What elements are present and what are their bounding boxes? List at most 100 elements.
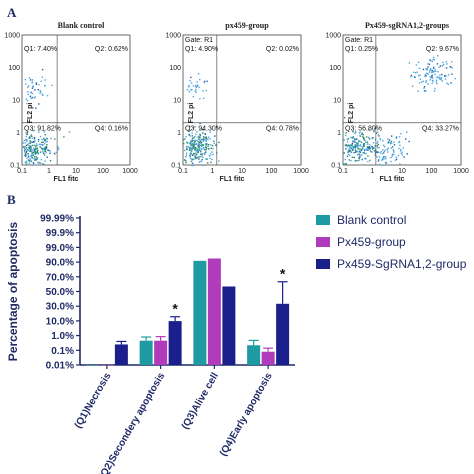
flow-dot bbox=[29, 158, 31, 160]
flow-dot bbox=[203, 148, 205, 151]
flow-dot bbox=[30, 97, 32, 100]
x-axis-label: FL1 fitc bbox=[54, 176, 79, 183]
flow-dot bbox=[25, 140, 28, 142]
flow-dot bbox=[34, 152, 37, 154]
flow-dot bbox=[353, 141, 356, 143]
flow-dot bbox=[187, 145, 189, 148]
flow-dot bbox=[43, 137, 46, 140]
flow-dot bbox=[28, 160, 31, 163]
quadrant-label-q2: Q2: 9.67% bbox=[426, 46, 459, 53]
flow-dot bbox=[441, 64, 444, 67]
flow-dot bbox=[451, 67, 453, 69]
y-tick-label: 10 bbox=[173, 98, 181, 105]
flow-dot bbox=[195, 133, 197, 135]
bar-2-2 bbox=[154, 340, 168, 365]
flow-dot bbox=[26, 133, 28, 136]
flow-dot bbox=[367, 155, 369, 157]
flow-dot bbox=[379, 163, 381, 166]
flow-dot bbox=[360, 154, 363, 156]
flow-dot bbox=[363, 151, 366, 153]
flow-dot bbox=[376, 156, 378, 158]
flow-dot bbox=[416, 71, 418, 73]
flow-dot bbox=[371, 145, 373, 148]
flow-dot bbox=[29, 95, 32, 98]
flow-dot bbox=[429, 79, 431, 81]
flow-dot bbox=[349, 147, 352, 149]
flow-dot bbox=[40, 143, 42, 146]
flow-dot bbox=[434, 70, 436, 73]
flow-dot bbox=[32, 140, 35, 143]
flow-dot bbox=[24, 152, 26, 154]
flow-dot bbox=[50, 137, 52, 140]
flow-dot bbox=[24, 146, 26, 148]
flow-dot bbox=[36, 157, 39, 159]
flow-dot bbox=[190, 147, 192, 149]
flow-dot bbox=[369, 150, 372, 152]
y-axis-label: FL2 pi bbox=[188, 103, 195, 124]
flow-dot bbox=[198, 135, 200, 138]
flow-dot bbox=[205, 149, 207, 151]
flow-dot bbox=[191, 158, 193, 160]
flow-dot bbox=[25, 132, 27, 134]
flow-dot bbox=[427, 66, 429, 68]
flow-dot bbox=[198, 86, 200, 89]
flow-dot bbox=[362, 137, 365, 140]
flow-dot bbox=[377, 160, 380, 162]
flow-dot bbox=[45, 152, 47, 154]
flow-dot bbox=[41, 68, 44, 71]
flow-dot bbox=[210, 144, 212, 146]
flow-dot bbox=[430, 69, 432, 71]
flow-dot bbox=[37, 138, 40, 141]
flow-dot bbox=[355, 141, 357, 143]
flow-dot bbox=[25, 150, 28, 153]
flow-dot bbox=[32, 149, 34, 151]
flow-dot bbox=[436, 82, 438, 85]
flow-dot bbox=[193, 143, 195, 145]
flow-dot bbox=[198, 142, 200, 145]
flow-dot bbox=[394, 159, 397, 161]
flow-dot bbox=[28, 137, 30, 139]
flow-dot bbox=[29, 136, 31, 138]
flow-dot bbox=[401, 154, 404, 156]
flow-dot bbox=[205, 136, 208, 138]
y-tick-label: 70.0% bbox=[46, 272, 74, 283]
flow-dot bbox=[376, 131, 379, 134]
flow-dot bbox=[34, 140, 36, 142]
flow-dot bbox=[357, 145, 359, 147]
flow-dot bbox=[42, 144, 44, 146]
flow-dot bbox=[24, 148, 27, 151]
flow-dot bbox=[26, 148, 28, 151]
flow-dot bbox=[440, 78, 442, 81]
flow-dot bbox=[198, 141, 201, 144]
significance-star: * bbox=[172, 301, 178, 317]
flow-dot bbox=[195, 143, 198, 145]
flow-dot bbox=[376, 145, 378, 147]
flow-dot bbox=[195, 153, 198, 155]
flow-dot bbox=[207, 162, 209, 164]
flow-dot bbox=[24, 155, 27, 157]
flow-dot bbox=[25, 83, 27, 85]
flow-dot bbox=[359, 134, 361, 137]
flow-dot bbox=[417, 61, 420, 64]
flow-dot bbox=[347, 151, 349, 153]
flow-dot bbox=[371, 151, 373, 153]
flow-dot bbox=[34, 144, 36, 147]
flow-dot bbox=[43, 142, 46, 145]
flow-dot bbox=[401, 151, 403, 153]
flow-dot bbox=[431, 60, 433, 63]
flow-dot bbox=[393, 141, 395, 143]
flow-dot bbox=[184, 159, 186, 161]
flow-dot bbox=[22, 142, 24, 144]
flow-dot bbox=[400, 148, 402, 151]
flow-dot bbox=[208, 154, 211, 157]
flow-dot bbox=[36, 144, 38, 147]
flow-dot bbox=[188, 146, 190, 148]
flow-dot bbox=[45, 148, 47, 150]
flow-dot bbox=[188, 149, 191, 152]
flow-dot bbox=[352, 148, 355, 150]
flow-dot bbox=[30, 91, 32, 94]
flow-plot-frame bbox=[342, 34, 462, 166]
flow-dot bbox=[32, 147, 35, 149]
flow-dot bbox=[31, 155, 33, 158]
flow-dot bbox=[379, 138, 382, 141]
